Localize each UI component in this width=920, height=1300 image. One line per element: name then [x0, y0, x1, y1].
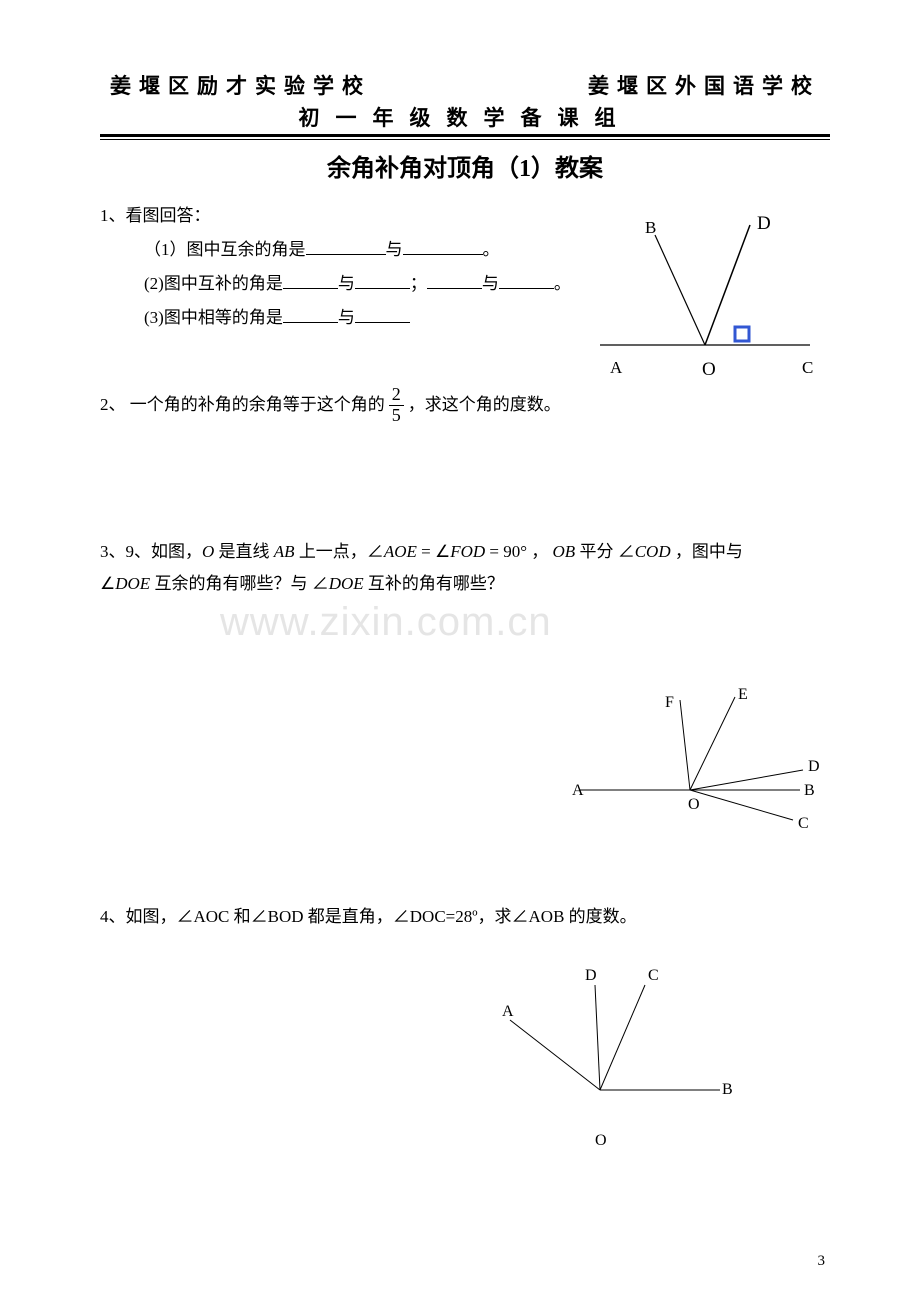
page-title: 余角补角对顶角（1）教案: [100, 148, 830, 183]
q1p1-b: 与: [386, 240, 403, 259]
q2-tail: ，求这个角的度数。: [408, 388, 561, 422]
t: 上一点，∠: [295, 542, 384, 561]
blank: [306, 237, 386, 255]
label-C: C: [798, 815, 809, 832]
label-E: E: [738, 686, 748, 703]
question-4: 4、如图，∠AOC 和∠BOD 都是直角，∠DOC=28º，求∠AOB 的度数。: [100, 900, 830, 934]
page-number: 3: [818, 1253, 826, 1270]
label-C: C: [802, 358, 813, 377]
q1p1-c: 。: [483, 240, 500, 259]
label-F: F: [665, 694, 674, 711]
q1p2-d: 与: [482, 274, 499, 293]
label-B: B: [804, 782, 815, 799]
label-A: A: [572, 782, 584, 799]
watermark: www.zixin.com.cn: [220, 600, 552, 645]
t: DOE: [115, 574, 150, 593]
t: 互补的角有哪些？: [364, 574, 504, 593]
blank: [283, 271, 338, 289]
t: 互余的角有哪些？与 ∠: [150, 574, 329, 593]
fraction: 2 5: [389, 385, 404, 426]
blank: [355, 271, 410, 289]
t: 平分 ∠: [575, 542, 635, 561]
t: = 90° ，: [485, 542, 552, 561]
fraction-den: 5: [389, 406, 404, 426]
question-3: 3、9、如图，O 是直线 AB 上一点，∠AOE = ∠FOD = 90° ， …: [100, 536, 830, 601]
label-D: D: [757, 215, 771, 234]
blank: [355, 305, 410, 323]
q3-line2: ∠DOE 互余的角有哪些？与 ∠DOE 互补的角有哪些？: [100, 568, 830, 600]
q2-lead: 2、 一个角的补角的余角等于这个角的: [100, 388, 385, 422]
t: ∠: [100, 574, 115, 593]
label-B: B: [722, 1081, 733, 1098]
label-A: A: [610, 358, 623, 377]
header-rule: [100, 134, 830, 140]
blank: [427, 271, 482, 289]
blank: [499, 271, 554, 289]
q1p3-b: 与: [338, 308, 355, 327]
label-O: O: [595, 1132, 607, 1149]
q1p2-c: ；: [410, 274, 427, 293]
figure-4: A D C B O: [490, 960, 740, 1160]
blank: [403, 237, 483, 255]
school-left: 姜堰区励才实验学校: [110, 70, 371, 100]
t: AB: [274, 542, 295, 561]
t: AOE: [384, 542, 417, 561]
q1p2-b: 与: [338, 274, 355, 293]
q3-line1: 3、9、如图，O 是直线 AB 上一点，∠AOE = ∠FOD = 90° ， …: [100, 536, 830, 568]
label-O: O: [702, 359, 716, 380]
label-B: B: [645, 218, 656, 237]
t: COD: [635, 542, 671, 561]
t: ，图中与: [671, 542, 743, 561]
label-D: D: [585, 967, 597, 984]
q1p3-a: (3)图中相等的角是: [144, 308, 283, 327]
figure-3: A B C D E F O: [560, 685, 820, 845]
school-right: 姜堰区外国语学校: [588, 70, 820, 100]
label-D: D: [808, 758, 820, 775]
q1p2-a: (2)图中互补的角是: [144, 274, 283, 293]
label-O: O: [688, 796, 700, 813]
blank: [283, 305, 338, 323]
header-line-1: 姜堰区励才实验学校 姜堰区外国语学校: [100, 70, 830, 100]
q1p2-e: 。: [554, 274, 571, 293]
t: OB: [553, 542, 576, 561]
label-A: A: [502, 1003, 514, 1020]
t: 3、9、如图，: [100, 542, 202, 561]
question-2: 2、 一个角的补角的余角等于这个角的 2 5 ，求这个角的度数。: [100, 385, 830, 426]
t: O: [202, 542, 214, 561]
fraction-num: 2: [389, 385, 404, 406]
t: FOD: [450, 542, 485, 561]
t: 是直线: [214, 542, 274, 561]
label-C: C: [648, 967, 659, 984]
q4-text: 4、如图，∠AOC 和∠BOD 都是直角，∠DOC=28º，求∠AOB 的度数。: [100, 907, 637, 926]
header-line-2: 初一年级数学备课组: [100, 102, 830, 132]
figure-1: B D A O C: [590, 215, 820, 385]
t: = ∠: [417, 542, 450, 561]
t: DOE: [329, 574, 364, 593]
q1p1-a: （1）图中互余的角是: [144, 240, 306, 259]
